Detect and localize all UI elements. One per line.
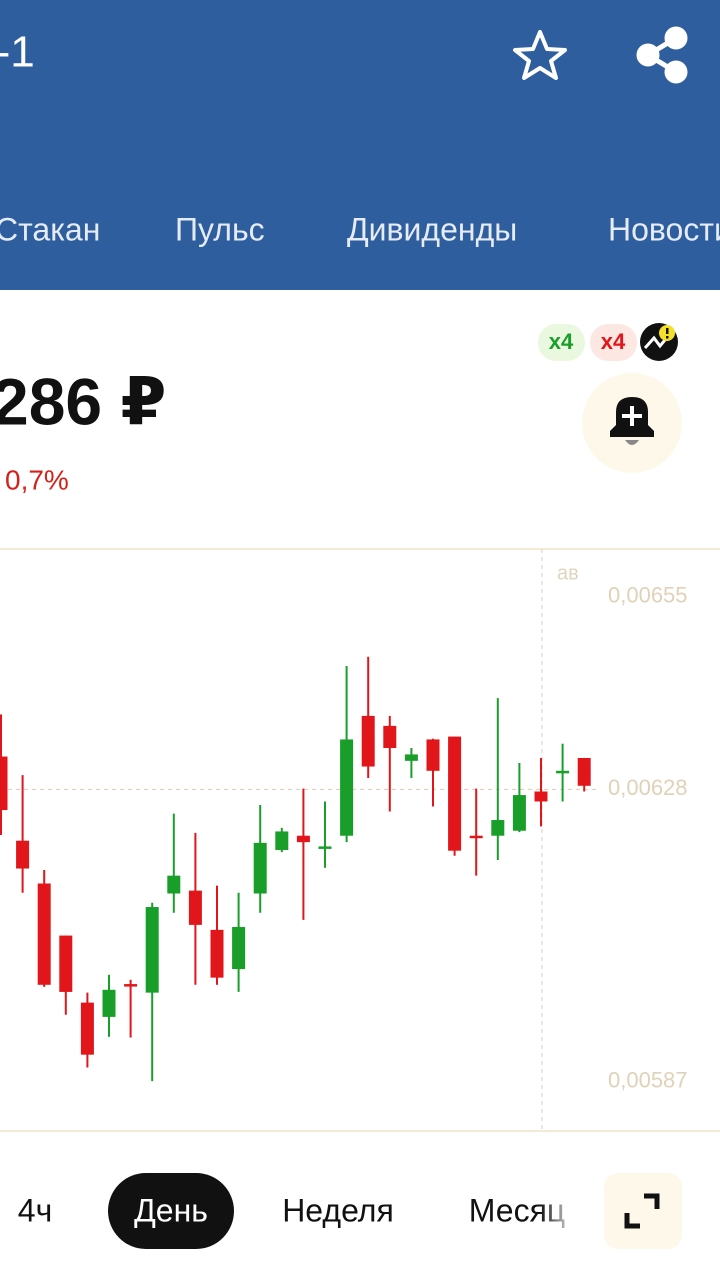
candle-body <box>491 820 505 836</box>
candle-body <box>275 831 289 850</box>
candle-body <box>577 757 591 786</box>
candle-body <box>0 756 8 811</box>
favorite-button[interactable] <box>513 30 567 80</box>
y-tick-label: 0,00587 <box>608 1068 688 1093</box>
fade <box>540 1170 600 1250</box>
candle-body <box>426 739 440 771</box>
candle-body <box>253 842 267 894</box>
candle-body <box>534 791 548 802</box>
candle-body <box>361 715 375 767</box>
tab[interactable]: Дивиденды <box>347 211 517 247</box>
candle-body <box>512 795 526 831</box>
tab[interactable]: Стакан <box>0 211 100 247</box>
y-tick-label: 0,00655 <box>608 583 688 608</box>
candle-body <box>16 840 30 869</box>
candle-body <box>556 770 570 774</box>
expand-button[interactable] <box>604 1173 682 1249</box>
candle-body <box>318 846 332 849</box>
period-option[interactable]: Неделя <box>282 1192 394 1228</box>
candle-body <box>232 927 246 970</box>
candle-body <box>124 984 138 987</box>
y-tick-label: 0,00628 <box>608 775 688 800</box>
period-option[interactable]: 4ч <box>18 1192 52 1228</box>
candle-body <box>210 929 224 978</box>
candle-body <box>80 1002 94 1055</box>
add-alert-button[interactable] <box>582 373 682 473</box>
candlestick-chart: 0,00655 0,00628 0,00587 <box>0 583 688 1093</box>
crosshair-label: ав <box>557 562 579 584</box>
title: К-1 <box>0 28 35 77</box>
price: 286 ₽ <box>0 364 166 438</box>
badge <box>538 324 585 361</box>
candle-body <box>296 835 310 843</box>
price-change: 0,7% <box>5 464 69 495</box>
candle-body <box>167 875 181 894</box>
badge <box>590 324 637 361</box>
badge-text: x4 <box>601 329 626 354</box>
periods: 4ч День Неделя Месяц <box>18 1192 565 1228</box>
tab[interactable]: Пульс <box>175 211 265 247</box>
candle-body <box>59 935 73 992</box>
candle-body <box>383 725 397 748</box>
tab[interactable]: Новости <box>608 211 720 247</box>
candle-body <box>37 883 51 985</box>
alert-icon <box>640 323 678 361</box>
badge-text: x4 <box>549 329 574 354</box>
period-pill <box>108 1173 234 1249</box>
period-option[interactable]: День <box>134 1192 208 1228</box>
tabs: Стакан Пульс Дивиденды Новости <box>0 211 720 247</box>
share-button[interactable] <box>636 26 688 84</box>
candle-body <box>102 989 116 1017</box>
candle-body <box>448 736 462 851</box>
header-bar <box>0 0 720 290</box>
candle-body <box>145 907 159 993</box>
candle-body <box>340 739 354 836</box>
candle-body <box>188 890 202 925</box>
candle-body <box>469 835 483 839</box>
candle-body <box>404 754 418 761</box>
